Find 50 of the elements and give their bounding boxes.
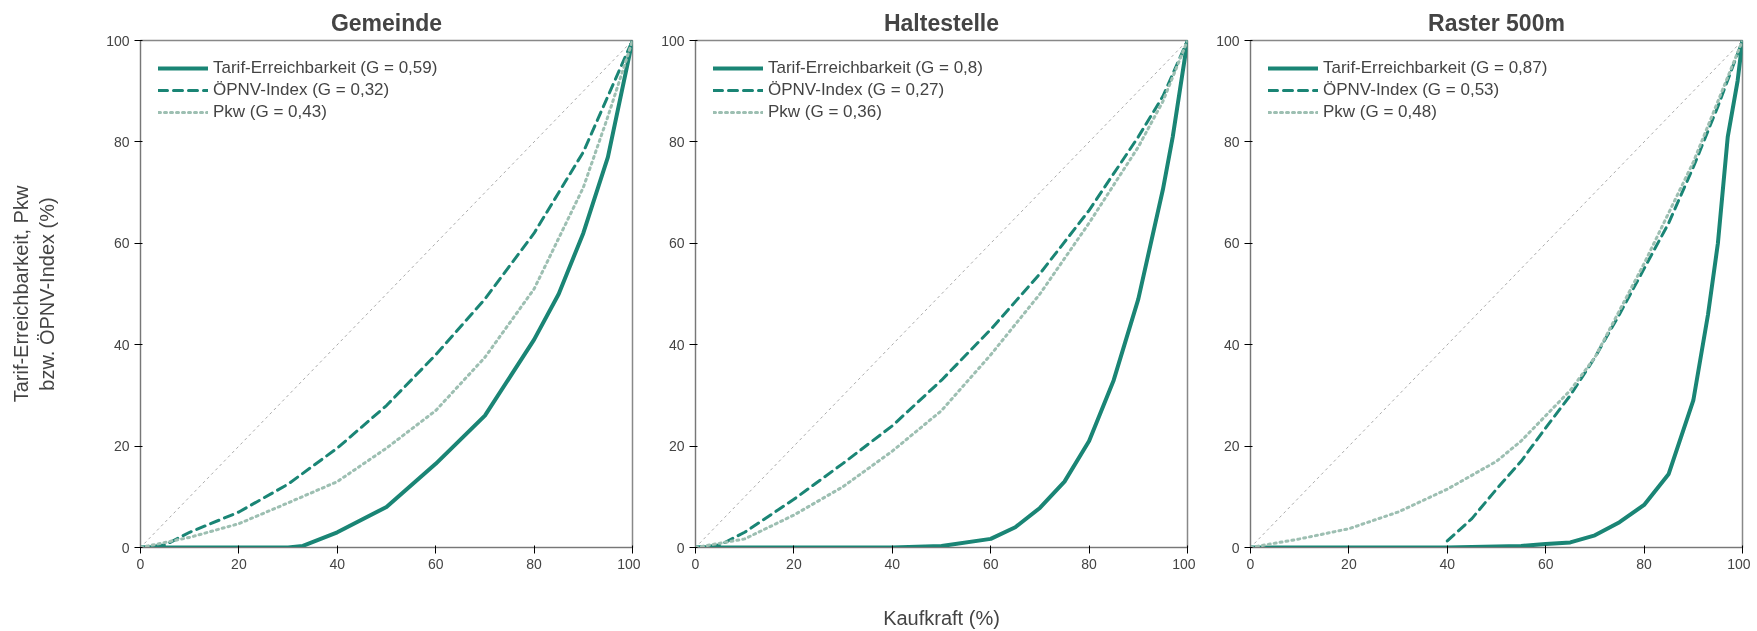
x-tick-label: 0 bbox=[691, 555, 700, 572]
y-tick-label: 40 bbox=[113, 336, 130, 353]
y-tick-label: 60 bbox=[1223, 235, 1240, 252]
y-axis-title: Tarif-Erreichbarkeit, Pkw bzw. ÖPNV-Index (%) bbox=[9, 185, 59, 403]
x-tick-label: 80 bbox=[1636, 555, 1653, 572]
y-tick-label: 80 bbox=[113, 133, 130, 150]
legend-label: ÖPNV-Index (G = 0,53) bbox=[1323, 80, 1500, 100]
legend-label: Tarif-Erreichbarkeit (G = 0,8) bbox=[768, 58, 983, 78]
y-tick-label: 100 bbox=[106, 32, 130, 49]
x-tick-label: 100 bbox=[1172, 555, 1196, 572]
chart-title: Raster 500m bbox=[1428, 9, 1565, 36]
y-tick-label: 0 bbox=[676, 539, 685, 556]
x-tick-label: 40 bbox=[1439, 555, 1456, 572]
x-tick-label: 0 bbox=[136, 555, 145, 572]
legend-label: Pkw (G = 0,48) bbox=[1323, 102, 1437, 122]
x-tick-label: 20 bbox=[786, 555, 802, 572]
y-tick-label: 80 bbox=[668, 133, 685, 150]
legend-label: Pkw (G = 0,43) bbox=[213, 102, 327, 122]
y-tick-label: 100 bbox=[661, 32, 685, 49]
x-tick-label: 100 bbox=[1727, 555, 1751, 572]
y-tick-label: 20 bbox=[1223, 438, 1240, 455]
y-tick-label: 60 bbox=[668, 235, 685, 252]
legend-label: Tarif-Erreichbarkeit (G = 0,59) bbox=[213, 58, 438, 78]
x-tick-label: 100 bbox=[617, 555, 641, 572]
x-tick-label: 80 bbox=[1081, 555, 1098, 572]
x-tick-label: 80 bbox=[526, 555, 543, 572]
chart-title: Gemeinde bbox=[330, 9, 443, 36]
x-tick-label: 40 bbox=[884, 555, 901, 572]
y-tick-label: 20 bbox=[668, 438, 685, 455]
x-tick-label: 20 bbox=[231, 555, 247, 572]
x-tick-label: 20 bbox=[1341, 555, 1357, 572]
x-tick-label: 60 bbox=[427, 555, 444, 572]
chart-title: Haltestelle bbox=[883, 9, 1000, 36]
y-tick-label: 40 bbox=[668, 336, 685, 353]
y-tick-label: 100 bbox=[1216, 32, 1240, 49]
y-tick-label: 20 bbox=[113, 438, 130, 455]
legend-label: Tarif-Erreichbarkeit (G = 0,87) bbox=[1323, 58, 1548, 78]
x-tick-label: 40 bbox=[329, 555, 346, 572]
y-tick-label: 0 bbox=[121, 539, 130, 556]
legend-label: ÖPNV-Index (G = 0,32) bbox=[213, 80, 390, 100]
x-tick-label: 60 bbox=[1537, 555, 1554, 572]
x-tick-label: 60 bbox=[982, 555, 999, 572]
x-axis-title: Kaufkraft (%) bbox=[883, 606, 1000, 629]
y-tick-label: 40 bbox=[1223, 336, 1240, 353]
y-tick-label: 0 bbox=[1231, 539, 1240, 556]
legend-label: Pkw (G = 0,36) bbox=[768, 102, 882, 122]
legend-label: ÖPNV-Index (G = 0,27) bbox=[768, 80, 945, 100]
y-tick-label: 60 bbox=[113, 235, 130, 252]
y-tick-label: 80 bbox=[1223, 133, 1240, 150]
x-tick-label: 0 bbox=[1246, 555, 1255, 572]
